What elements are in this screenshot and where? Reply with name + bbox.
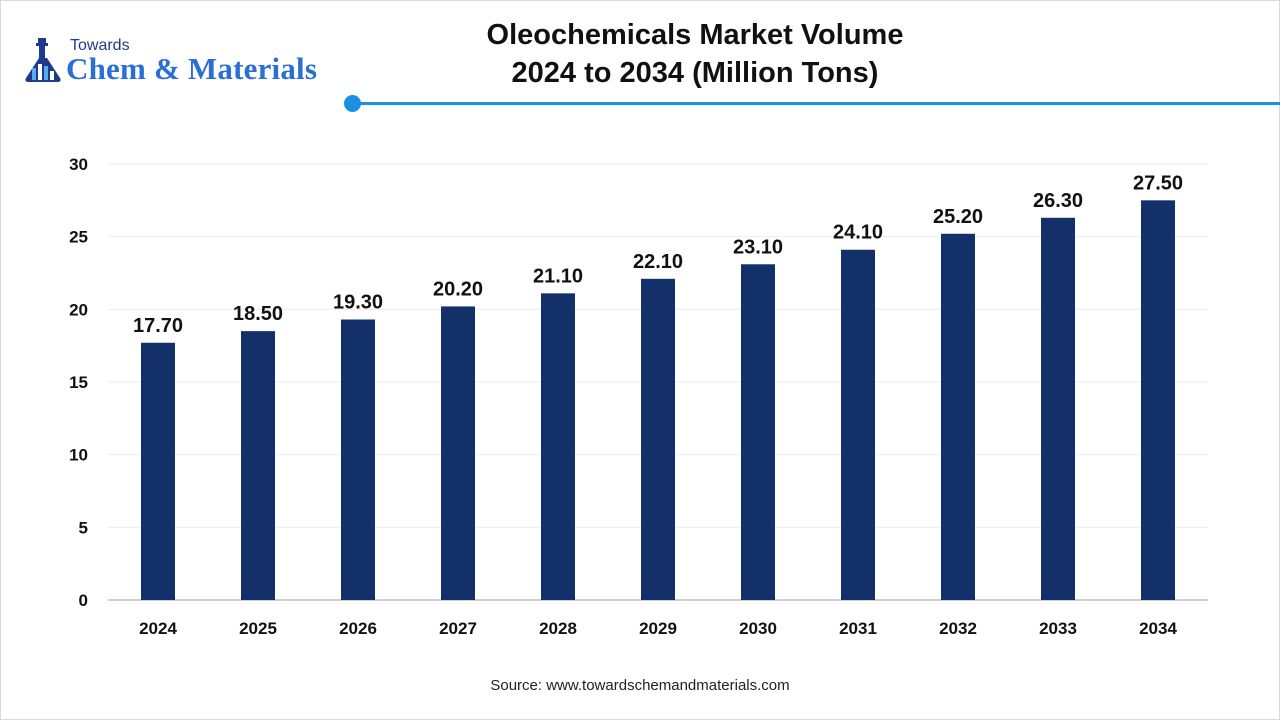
y-tick-label: 5 — [79, 518, 88, 537]
y-tick-label: 15 — [69, 373, 88, 392]
x-tick-label: 2032 — [939, 619, 977, 638]
bar-2032 — [941, 233, 975, 600]
flask-icon — [25, 38, 61, 82]
data-label: 23.10 — [733, 236, 783, 258]
y-tick-label: 0 — [79, 591, 88, 610]
x-tick-label: 2027 — [439, 619, 477, 638]
x-tick-label: 2024 — [139, 619, 177, 638]
bar-2028 — [541, 293, 575, 600]
bar-2034 — [1141, 200, 1175, 601]
y-tick-label: 20 — [69, 300, 88, 319]
logo-wordmark: Chem & Materials — [66, 51, 318, 86]
title-divider — [352, 102, 1280, 105]
data-label: 17.70 — [133, 315, 183, 337]
bar-2027 — [441, 306, 475, 600]
logo-tagline: Towards — [70, 37, 130, 54]
x-tick-label: 2025 — [239, 619, 277, 638]
chart-title: Oleochemicals Market Volume 2024 to 2034… — [395, 16, 995, 92]
data-label: 22.10 — [633, 251, 683, 273]
bar-2026 — [341, 319, 375, 600]
bar-2024 — [141, 342, 175, 600]
data-label: 20.20 — [433, 278, 483, 300]
bar-2033 — [1041, 217, 1075, 601]
y-tick-label: 25 — [69, 228, 88, 247]
bar-2025 — [241, 331, 275, 600]
data-label: 26.30 — [1033, 190, 1083, 212]
y-tick-label: 10 — [69, 446, 88, 465]
bar-2031 — [841, 249, 875, 600]
company-logo[interactable]: Towards Chem & Materials — [22, 36, 342, 88]
chart-title-line-2: 2024 to 2034 (Million Tons) — [511, 57, 879, 89]
data-label: 27.50 — [1133, 172, 1183, 194]
bar-2030 — [741, 264, 775, 600]
data-label: 21.10 — [533, 265, 583, 287]
x-tick-label: 2033 — [1039, 619, 1077, 638]
x-tick-label: 2031 — [839, 619, 877, 638]
title-divider-dot — [344, 95, 361, 112]
x-tick-label: 2028 — [539, 619, 577, 638]
y-tick-label: 30 — [69, 155, 88, 174]
x-tick-label: 2026 — [339, 619, 377, 638]
source-note: Source: www.towardschemandmaterials.com — [490, 677, 790, 694]
data-label: 25.20 — [933, 206, 983, 228]
x-tick-label: 2029 — [639, 619, 677, 638]
data-label: 24.10 — [833, 222, 883, 244]
chart-title-line-1: Oleochemicals Market Volume — [486, 19, 904, 51]
bar-2029 — [641, 278, 675, 600]
x-tick-label: 2030 — [739, 619, 777, 638]
data-label: 18.50 — [233, 303, 283, 325]
x-tick-label: 2034 — [1139, 619, 1177, 638]
data-label: 19.30 — [333, 292, 383, 314]
